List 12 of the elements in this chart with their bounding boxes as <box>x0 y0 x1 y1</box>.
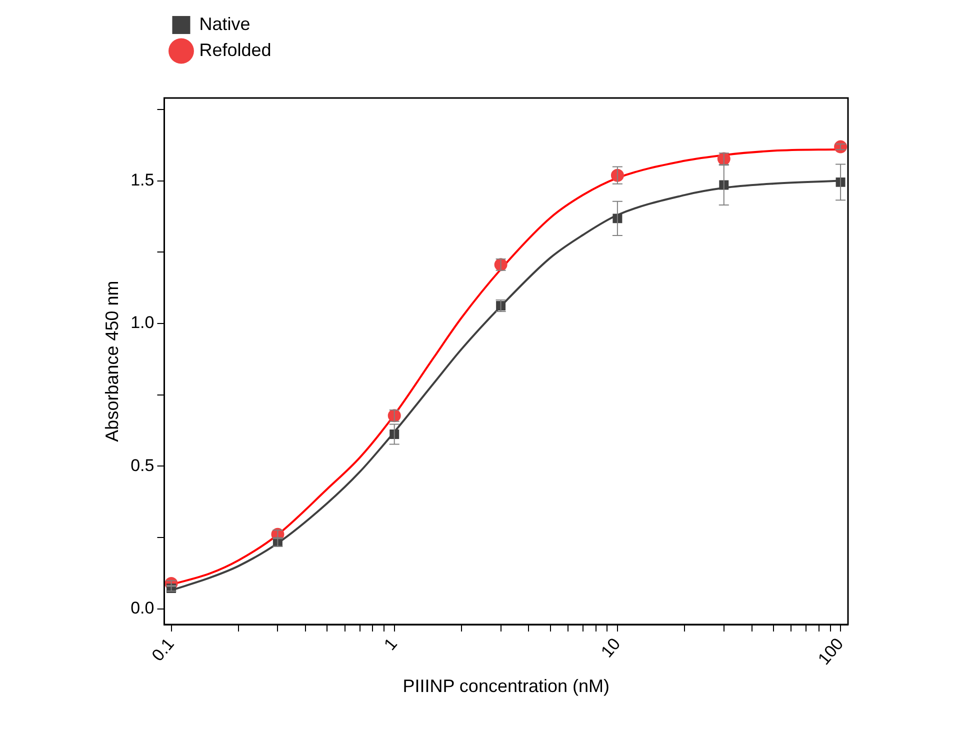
legend-label: Native <box>199 14 250 34</box>
x-tick-label: 10 <box>597 634 624 662</box>
y-tick-label: 0.0 <box>130 598 154 618</box>
legend-label: Refolded <box>199 40 272 60</box>
y-tick-label: 1.0 <box>130 313 154 332</box>
x-axis-title: PIIINP concentration (nM) <box>402 676 610 696</box>
x-tick-label: 0.1 <box>148 634 178 665</box>
x-tick-label: 100 <box>814 634 848 668</box>
y-tick-label: 0.5 <box>130 456 154 475</box>
y-tick-label: 1.5 <box>130 170 154 190</box>
x-tick-label: 1 <box>380 634 402 654</box>
y-axis-title: Absorbance 450 nm <box>102 280 122 442</box>
